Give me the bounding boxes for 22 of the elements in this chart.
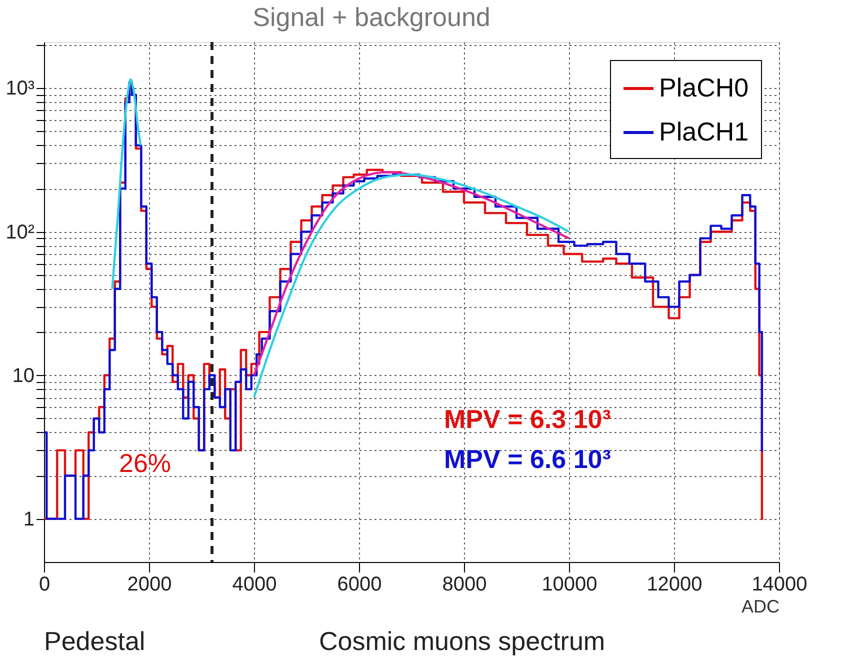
x-tick-label: 0: [38, 574, 50, 596]
x-tick-label: 10000: [542, 574, 598, 596]
y-tick-label: 10: [12, 364, 34, 387]
x-axis-title: ADC: [741, 596, 780, 616]
annotation: MPV = 6.3 10³: [444, 404, 612, 434]
x-tick-label: 8000: [442, 574, 487, 596]
line-series: [111, 78, 142, 290]
y-tick-label: 10²: [6, 221, 35, 244]
x-tick-label: 14000: [752, 574, 808, 596]
legend-label: PlaCH1: [659, 116, 749, 146]
text: Pedestal: [44, 626, 146, 656]
annotation: 26%: [119, 448, 172, 478]
x-tick-label: 6000: [337, 574, 382, 596]
x-tick-label: 12000: [646, 574, 702, 596]
y-tick-label: 1: [23, 508, 34, 530]
annotation: MPV = 6.6 10³: [444, 444, 612, 474]
legend-label: PlaCH0: [659, 72, 749, 102]
y-tick-label: 10³: [6, 78, 35, 100]
x-tick-label: 4000: [232, 574, 277, 596]
chart-title: Signal + background: [252, 2, 490, 32]
text: Cosmic muons spectrum: [319, 626, 606, 656]
x-tick-label: 2000: [127, 574, 172, 596]
